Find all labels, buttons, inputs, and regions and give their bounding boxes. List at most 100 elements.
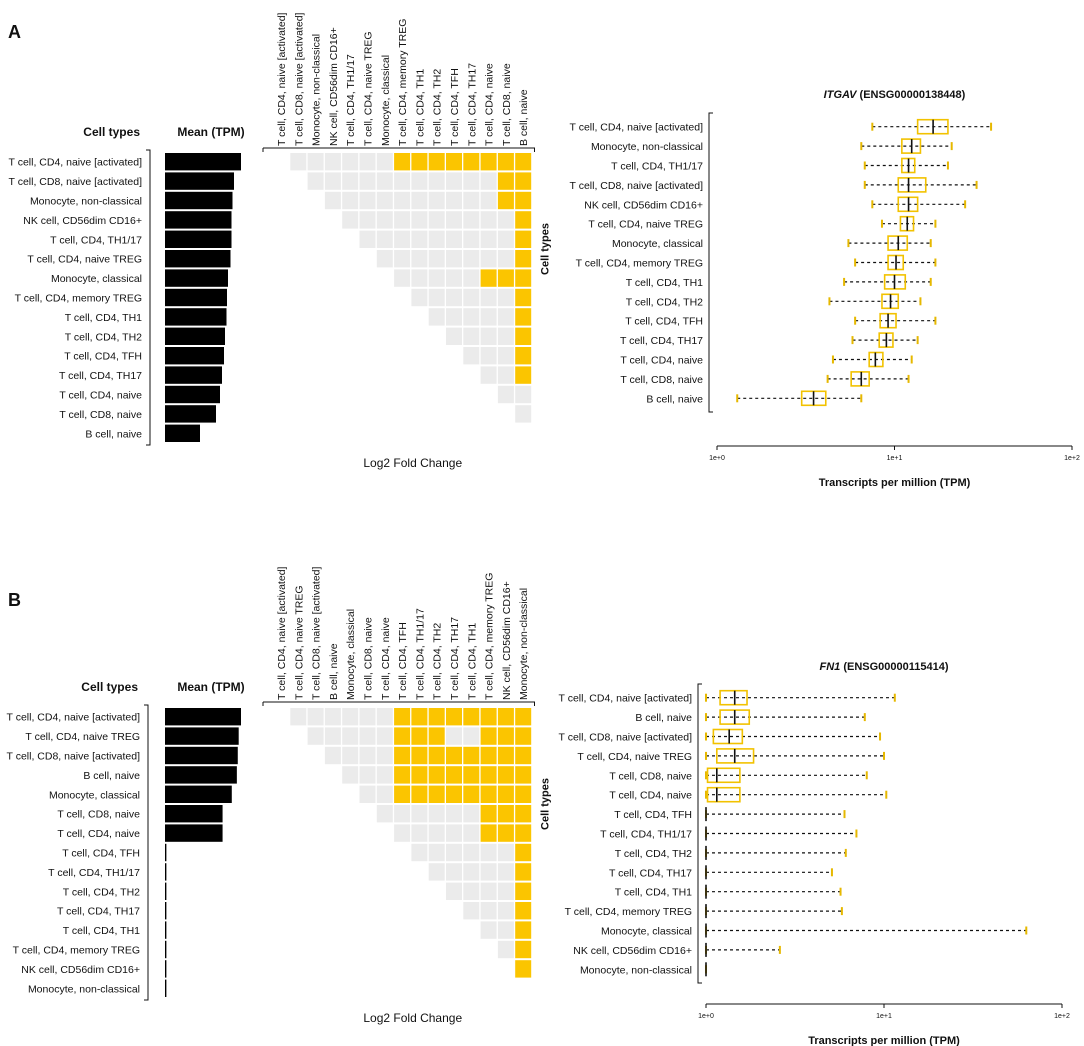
fold-change-cell bbox=[307, 727, 324, 745]
fold-change-cell bbox=[411, 766, 428, 784]
fold-change-cell bbox=[394, 230, 411, 248]
box-iqr bbox=[706, 767, 741, 784]
row-label: T cell, CD4, TH1 bbox=[63, 925, 140, 937]
fold-change-cell bbox=[446, 191, 462, 210]
fold-change-cell bbox=[342, 746, 359, 765]
fold-change-cell bbox=[515, 347, 532, 365]
fold-change-cell bbox=[515, 843, 532, 862]
row-label: T cell, CD4, TH1/17 bbox=[48, 867, 140, 879]
fold-change-cell bbox=[376, 172, 393, 190]
fold-change-cell bbox=[411, 250, 428, 268]
fold-change-cell bbox=[480, 902, 497, 920]
box-row-label: Monocyte, non-classical bbox=[580, 964, 692, 976]
fold-change-cell bbox=[480, 921, 497, 939]
fold-change-cell bbox=[411, 746, 428, 765]
fold-change-cell bbox=[497, 347, 514, 365]
fold-change-cell bbox=[515, 940, 532, 959]
row-label: T cell, CD4, TH17 bbox=[59, 370, 142, 382]
fold-change-cell bbox=[446, 863, 462, 881]
fold-change-cell bbox=[497, 708, 514, 726]
fold-change-cell bbox=[497, 172, 514, 190]
fold-change-cell bbox=[324, 191, 341, 210]
fold-change-cell bbox=[342, 191, 359, 210]
fold-change-cell bbox=[428, 250, 445, 268]
row-label: T cell, CD4, memory TREG bbox=[15, 293, 142, 305]
fold-change-cell bbox=[463, 172, 480, 190]
fold-change-cell bbox=[446, 230, 462, 248]
fold-change-cell bbox=[446, 269, 462, 287]
fold-change-cell bbox=[480, 863, 497, 881]
fold-change-cell bbox=[446, 843, 462, 862]
fold-change-cell bbox=[497, 250, 514, 268]
box-row-label: T cell, CD4, TFH bbox=[625, 316, 703, 328]
fold-change-cell bbox=[324, 172, 341, 190]
fold-change-cell bbox=[394, 250, 411, 268]
mean-bar bbox=[165, 785, 232, 803]
fold-change-cell bbox=[290, 153, 307, 171]
box-row-label: Monocyte, non-classical bbox=[591, 141, 703, 153]
column-label: NK cell, CD56dim CD16+ bbox=[501, 581, 513, 700]
fold-change-cell bbox=[463, 327, 480, 345]
fold-change-cell bbox=[376, 746, 393, 765]
box-iqr bbox=[712, 728, 744, 745]
fold-change-cell bbox=[394, 805, 411, 823]
fold-change-cell bbox=[446, 708, 462, 726]
fold-change-cell bbox=[497, 308, 514, 326]
row-label: T cell, CD4, TH1 bbox=[65, 312, 142, 324]
mean-bar bbox=[165, 385, 220, 404]
fold-change-cell bbox=[376, 708, 393, 726]
mean-bar bbox=[165, 960, 167, 978]
fold-change-cell bbox=[515, 385, 532, 404]
fold-change-cell bbox=[446, 824, 462, 842]
boxplot-y-bracket bbox=[708, 112, 713, 413]
box-iqr bbox=[850, 371, 870, 387]
fold-change-cell bbox=[497, 940, 514, 959]
fold-change-cell bbox=[497, 230, 514, 248]
row-label: T cell, CD8, naive bbox=[59, 409, 142, 421]
fold-change-cell bbox=[497, 153, 514, 171]
fold-change-cell bbox=[463, 708, 480, 726]
mean-bar bbox=[165, 211, 232, 229]
mean-bar bbox=[165, 746, 238, 765]
fold-change-cell bbox=[324, 153, 341, 171]
fold-change-cell bbox=[307, 172, 324, 190]
panel-letter: B bbox=[8, 590, 21, 610]
fold-change-cell bbox=[411, 211, 428, 229]
fold-change-cell bbox=[515, 746, 532, 765]
row-label: NK cell, CD56dim CD16+ bbox=[23, 215, 142, 227]
fold-change-cell bbox=[446, 785, 462, 803]
box-iqr bbox=[719, 689, 748, 706]
fold-change-cell bbox=[515, 308, 532, 326]
mean-bar bbox=[165, 824, 223, 842]
box-row-label: NK cell, CD56dim CD16+ bbox=[573, 945, 692, 957]
panel-b: B Cell types Mean (TPM) T cell, CD4, naive … bbox=[7, 566, 1070, 1046]
fold-change-cell bbox=[428, 863, 445, 881]
fold-change-cell bbox=[497, 805, 514, 823]
fold-change-cell bbox=[463, 785, 480, 803]
row-label: T cell, CD8, naive bbox=[57, 809, 140, 821]
column-label: T cell, CD4, TH1 bbox=[466, 623, 478, 700]
fold-change-cell bbox=[497, 211, 514, 229]
x-tick-label: 1e+1 bbox=[887, 455, 903, 462]
fold-change-cell bbox=[463, 269, 480, 287]
fold-change-cell bbox=[463, 308, 480, 326]
row-label: NK cell, CD56dim CD16+ bbox=[21, 964, 140, 976]
fold-change-cell bbox=[411, 172, 428, 190]
box-row-label: T cell, CD4, TH1 bbox=[626, 277, 703, 289]
fold-change-cell bbox=[446, 746, 462, 765]
row-label: T cell, CD4, TFH bbox=[64, 351, 142, 363]
fold-change-cell bbox=[480, 250, 497, 268]
row-label: T cell, CD4, naive [activated] bbox=[9, 157, 143, 169]
boxplot-title: ITGAV (ENSG00000138448) bbox=[824, 89, 966, 101]
fold-change-cell bbox=[515, 153, 532, 171]
row-label: Monocyte, classical bbox=[49, 789, 140, 801]
x-tick-label: 1e+1 bbox=[876, 1013, 892, 1020]
column-label: Monocyte, non-classical bbox=[518, 588, 530, 700]
fold-change-cell bbox=[497, 824, 514, 842]
row-label: T cell, CD4, TH1/17 bbox=[50, 234, 142, 246]
fold-change-cell bbox=[463, 250, 480, 268]
fold-change-cell bbox=[515, 172, 532, 190]
fold-change-cell bbox=[446, 882, 462, 900]
column-label: T cell, CD4, naive TREG bbox=[293, 585, 305, 700]
